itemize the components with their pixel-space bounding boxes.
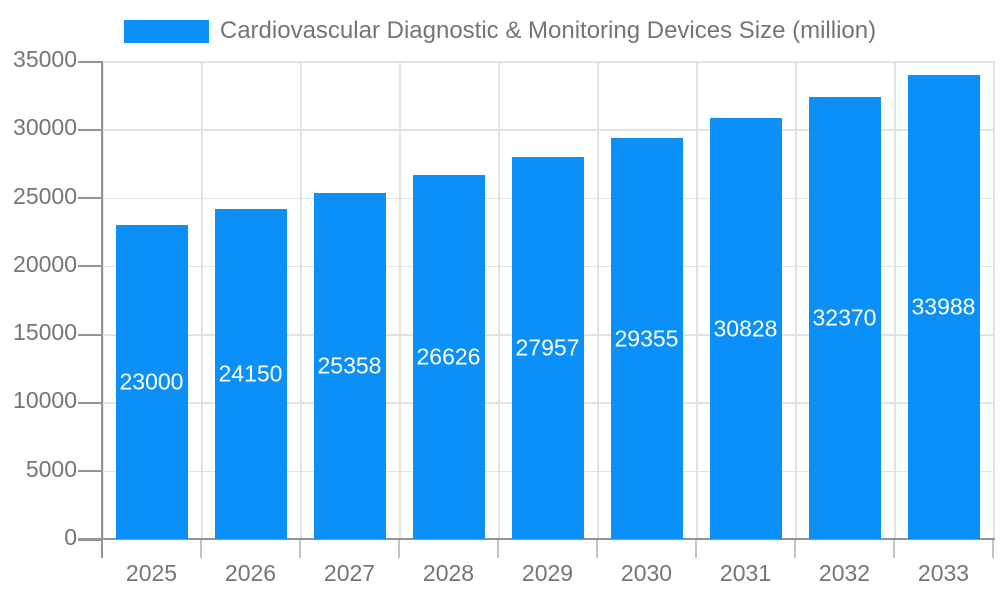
bar[interactable]: 33988 [907,74,980,539]
y-axis-tick-label: 5000 [25,455,77,482]
y-axis-tick-label: 30000 [13,114,77,141]
x-axis-tick-label: 2032 [818,560,871,586]
y-axis-tick-label: 10000 [13,387,77,414]
v-gridline [795,61,797,539]
bar-value-label: 24150 [218,360,283,387]
legend-label: Cardiovascular Diagnostic & Monitoring D… [219,17,877,44]
v-gridline [102,61,104,539]
v-gridline [993,61,995,539]
bar[interactable]: 32370 [808,96,881,539]
x-axis-tick-label: 2027 [323,560,376,586]
x-axis-tick-label: 2033 [917,560,970,586]
chart-legend[interactable]: Cardiovascular Diagnostic & Monitoring D… [0,14,1000,48]
y-axis-tick-label: 25000 [13,182,77,209]
bar[interactable]: 26626 [412,175,485,539]
x-axis-line [78,538,995,540]
x-axis-tick-label: 2026 [224,560,277,586]
y-axis-tick [78,470,102,473]
bar-value-label: 33988 [911,293,976,320]
bar[interactable]: 30828 [709,118,782,539]
x-axis-tick [497,539,499,558]
v-gridline [201,61,203,539]
v-gridline [300,61,302,539]
bar[interactable]: 24150 [214,209,287,539]
x-axis-tick-label: 2031 [719,560,772,586]
bar[interactable]: 29355 [610,138,683,539]
bar-value-label: 32370 [812,304,877,331]
y-axis-tick [78,60,102,63]
y-axis-tick [78,128,102,131]
x-axis-tick [992,539,994,558]
y-axis-tick [78,401,102,404]
v-gridline [399,61,401,539]
y-axis-tick-label: 20000 [13,250,77,277]
h-gridline [102,61,993,63]
y-axis-tick [78,265,102,268]
bar-value-label: 25358 [317,352,382,379]
x-axis-tick [893,539,895,558]
x-axis-tick [398,539,400,558]
x-axis-tick [200,539,202,558]
bar-value-label: 30828 [713,315,778,341]
h-gridline [102,129,993,131]
x-axis-tick-label: 2028 [422,560,475,586]
x-axis-tick [695,539,697,558]
bar-value-label: 27957 [515,334,580,361]
x-axis-tick [299,539,301,558]
y-axis-tick-label: 0 [64,524,77,550]
x-axis-tick-label: 2030 [620,560,673,586]
v-gridline [597,61,599,539]
y-axis-tick-label: 35000 [13,46,77,72]
x-axis-tick [794,539,796,558]
bar-value-label: 23000 [119,368,184,395]
v-gridline [696,61,698,539]
y-axis-tick [78,197,102,200]
v-gridline [894,61,896,539]
bar-value-label: 26626 [416,343,481,370]
y-axis-tick-label: 15000 [13,319,77,346]
v-gridline [498,61,500,539]
bar[interactable]: 23000 [115,224,188,539]
x-axis-tick-label: 2029 [521,560,574,586]
bar[interactable]: 25358 [313,192,386,539]
x-axis-tick [596,539,598,558]
legend-swatch-icon [123,19,209,43]
bar[interactable]: 27957 [511,157,584,539]
x-axis-tick-label: 2025 [125,560,178,586]
bar-value-label: 29355 [614,325,679,352]
y-axis-tick [78,333,102,336]
y-axis-line [100,61,103,558]
